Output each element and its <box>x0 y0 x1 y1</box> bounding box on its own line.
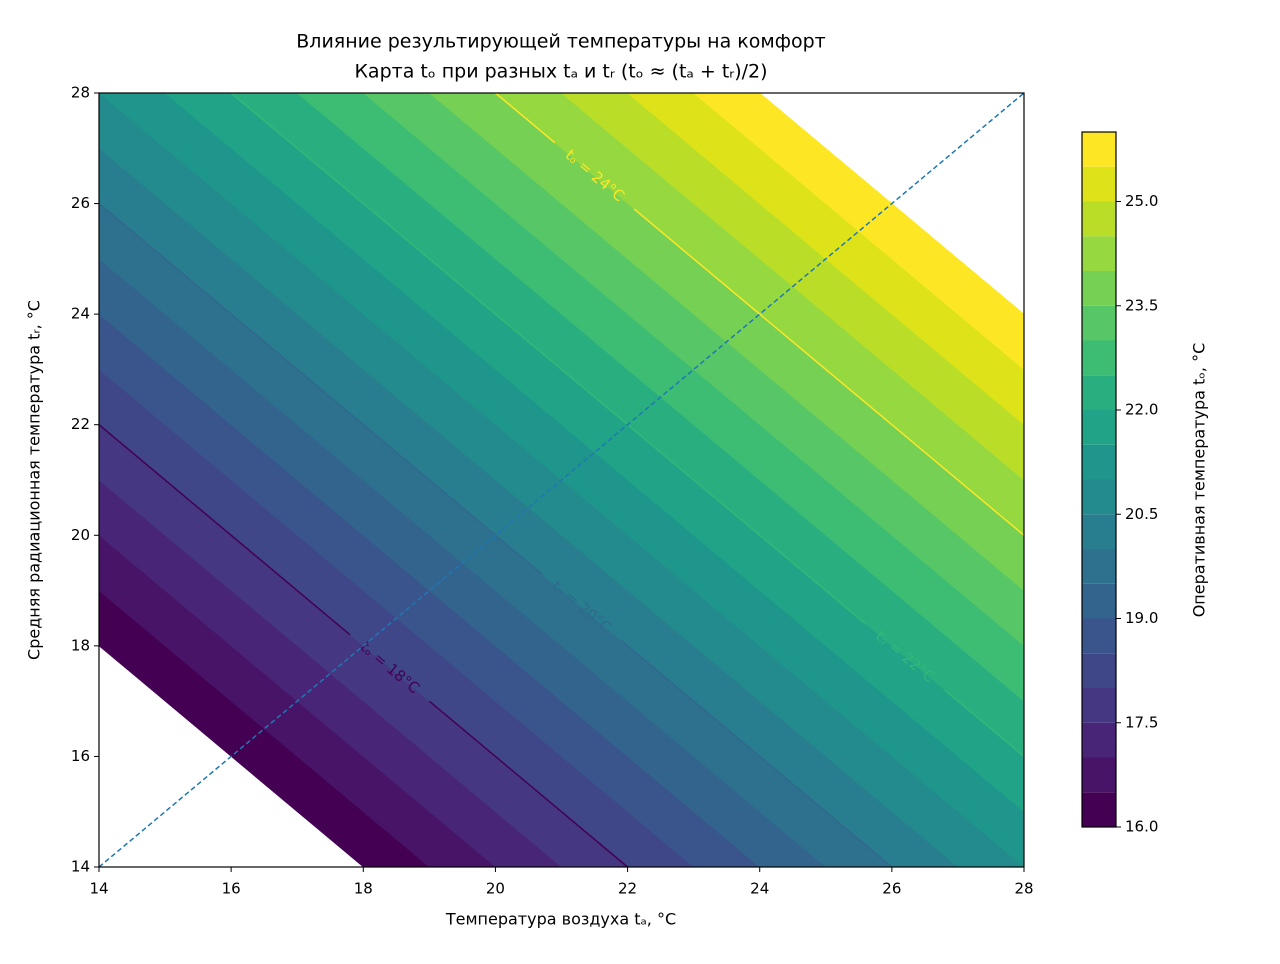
colorbar-band <box>1082 722 1116 758</box>
y-tick-label: 20 <box>71 526 90 544</box>
colorbar-label: Оперативная температура tₒ, °C <box>1190 343 1209 618</box>
y-axis-label: Средняя радиационная температура tᵣ, °C <box>25 300 44 660</box>
contour-line <box>230 92 866 625</box>
y-tick-label: 22 <box>71 415 90 433</box>
contour-line <box>98 202 543 575</box>
y-tick-label: 14 <box>71 858 90 876</box>
colorbar-tick-label: 25.0 <box>1125 192 1158 210</box>
contour-line <box>620 639 893 868</box>
colorbar-tick-label: 19.0 <box>1125 609 1158 627</box>
colorbar-band <box>1082 688 1116 723</box>
colorbar-tick-label: 16.0 <box>1125 818 1158 836</box>
colorbar-frame <box>1081 131 1117 828</box>
colorbar-band <box>1082 549 1116 584</box>
chart-subtitle: Карта tₒ при разных tₐ и tᵣ (tₒ ≈ (tₐ + … <box>354 61 767 83</box>
colorbar-tick-label: 17.5 <box>1125 713 1158 731</box>
colorbar-band <box>1082 583 1116 619</box>
colorbar-band <box>1082 201 1116 237</box>
diagonal-line <box>98 92 1025 868</box>
colorbar-band <box>1082 375 1116 410</box>
colorbar-band <box>1082 479 1116 515</box>
x-tick-label: 22 <box>618 880 637 898</box>
colorbar-band <box>1082 166 1116 202</box>
colorbar-band <box>1082 410 1116 445</box>
y-tick-label: 24 <box>71 305 90 323</box>
colorbar-tick-label: 20.5 <box>1125 505 1158 523</box>
colorbar-band <box>1082 792 1116 827</box>
x-tick-label: 24 <box>750 880 769 898</box>
colorbar-band <box>1082 305 1116 341</box>
y-tick-label: 18 <box>71 636 90 654</box>
y-tick-label: 26 <box>71 194 90 212</box>
contour-line <box>494 92 556 144</box>
colorbar-band <box>1082 271 1116 306</box>
contour-line <box>633 208 1025 536</box>
y-tick-label: 16 <box>71 747 90 765</box>
x-tick-label: 18 <box>354 880 373 898</box>
colorbar-band <box>1082 444 1116 480</box>
x-tick-label: 14 <box>89 880 108 898</box>
x-axis-label: Температура воздуха tₐ, °C <box>445 910 676 929</box>
colorbar-tick-label: 22.0 <box>1125 401 1158 419</box>
colorbar-band <box>1082 132 1116 167</box>
y-tick-label: 28 <box>71 84 90 102</box>
x-tick-label: 16 <box>222 880 241 898</box>
colorbar-band <box>1082 236 1116 271</box>
colorbar-band <box>1082 618 1116 654</box>
x-tick-label: 20 <box>486 880 505 898</box>
x-tick-label: 28 <box>1014 880 1033 898</box>
colorbar-band <box>1082 653 1116 688</box>
contour-line <box>98 424 351 636</box>
plot-frame <box>98 92 1025 868</box>
contour-line <box>428 700 629 868</box>
colorbar-band <box>1082 340 1116 376</box>
colorbar-band <box>1082 757 1116 793</box>
colorbar-band <box>1082 514 1116 549</box>
x-tick-label: 26 <box>882 880 901 898</box>
chart-title: Влияние результирующей температуры на ко… <box>296 31 825 53</box>
contour-line <box>944 689 1025 758</box>
colorbar-tick-label: 23.5 <box>1125 296 1158 314</box>
